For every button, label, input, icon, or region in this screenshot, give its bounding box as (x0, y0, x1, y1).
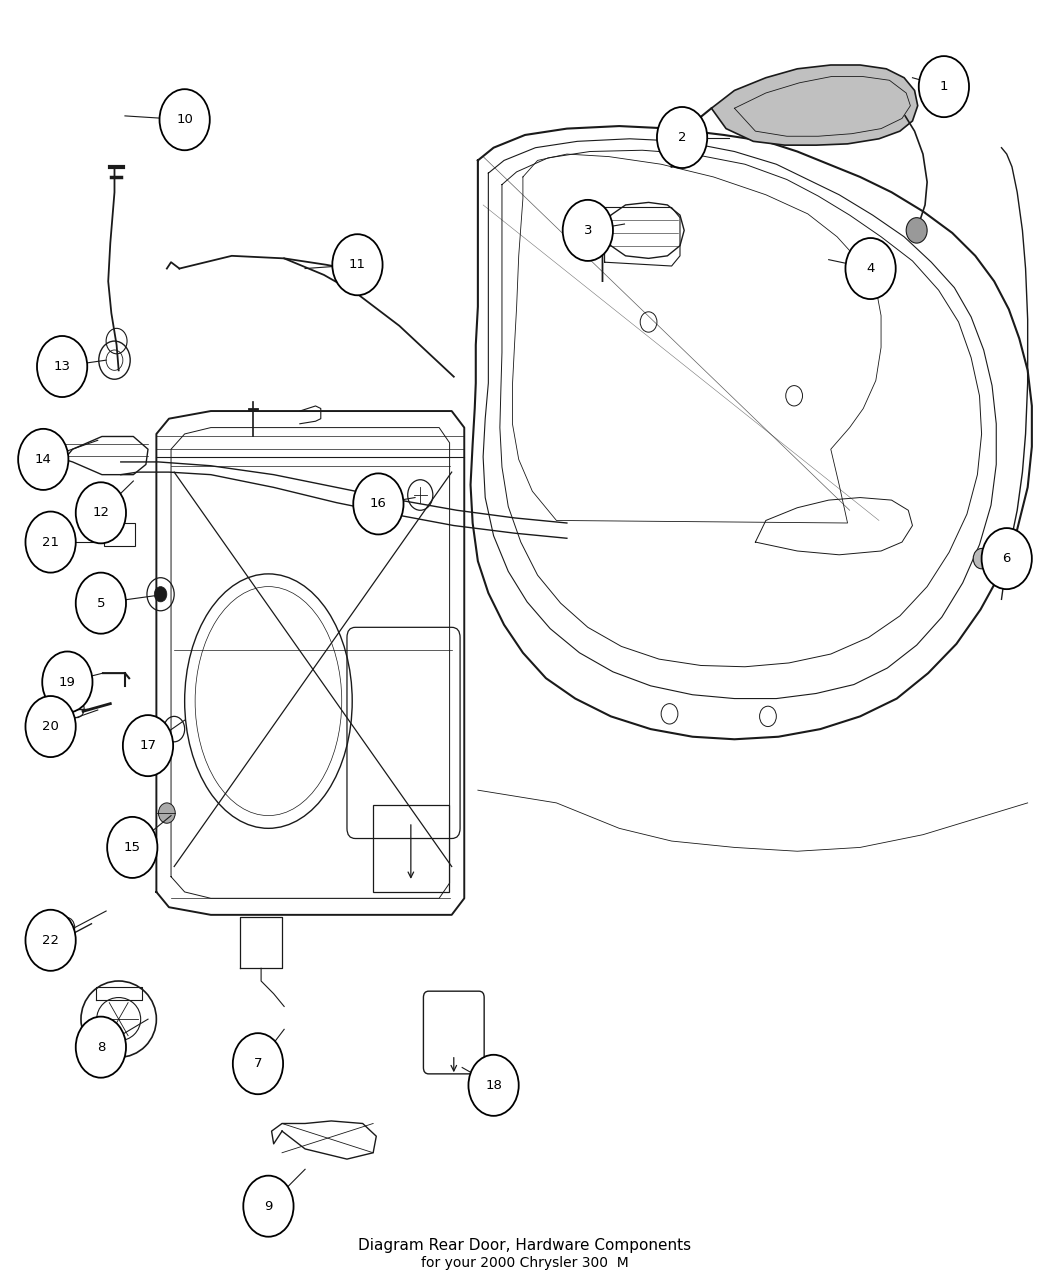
Circle shape (76, 482, 126, 543)
Circle shape (123, 715, 173, 776)
Text: 19: 19 (59, 676, 76, 688)
Text: 11: 11 (349, 259, 366, 272)
Circle shape (919, 56, 969, 117)
Text: 6: 6 (1003, 552, 1011, 565)
Text: 2: 2 (678, 131, 687, 144)
Circle shape (159, 803, 175, 824)
Text: 10: 10 (176, 113, 193, 126)
Circle shape (25, 910, 76, 970)
Circle shape (982, 528, 1032, 589)
Circle shape (37, 337, 87, 397)
Text: 22: 22 (42, 933, 59, 947)
Circle shape (244, 1176, 294, 1237)
Text: for your 2000 Chrysler 300  M: for your 2000 Chrysler 300 M (421, 1256, 629, 1270)
Circle shape (25, 511, 76, 572)
Circle shape (353, 473, 403, 534)
Circle shape (563, 200, 613, 261)
Circle shape (845, 238, 896, 300)
Bar (373, 806, 448, 892)
Text: 1: 1 (940, 80, 948, 93)
Text: 20: 20 (42, 720, 59, 733)
Text: 8: 8 (97, 1040, 105, 1053)
Text: 15: 15 (124, 842, 141, 854)
Circle shape (160, 89, 210, 150)
Text: 4: 4 (866, 263, 875, 275)
Text: 9: 9 (265, 1200, 273, 1213)
Text: 21: 21 (42, 536, 59, 548)
Polygon shape (712, 65, 918, 145)
Bar (104, 523, 135, 546)
Text: 3: 3 (584, 224, 592, 237)
Circle shape (25, 696, 76, 757)
Text: 7: 7 (254, 1057, 262, 1070)
Text: 17: 17 (140, 740, 156, 752)
Text: 12: 12 (92, 506, 109, 519)
Text: 18: 18 (485, 1079, 502, 1091)
Text: Diagram Rear Door, Hardware Components: Diagram Rear Door, Hardware Components (358, 1238, 692, 1253)
Circle shape (76, 572, 126, 634)
Circle shape (76, 1016, 126, 1077)
Circle shape (18, 428, 68, 490)
Text: 14: 14 (35, 453, 51, 465)
Circle shape (973, 548, 990, 569)
Circle shape (154, 586, 167, 602)
Circle shape (657, 107, 708, 168)
Text: 16: 16 (370, 497, 386, 510)
Circle shape (906, 218, 927, 244)
Circle shape (332, 235, 382, 296)
Circle shape (107, 817, 158, 878)
Circle shape (42, 652, 92, 713)
Text: 5: 5 (97, 597, 105, 609)
Text: 13: 13 (54, 360, 70, 374)
Circle shape (233, 1033, 284, 1094)
Circle shape (468, 1054, 519, 1116)
